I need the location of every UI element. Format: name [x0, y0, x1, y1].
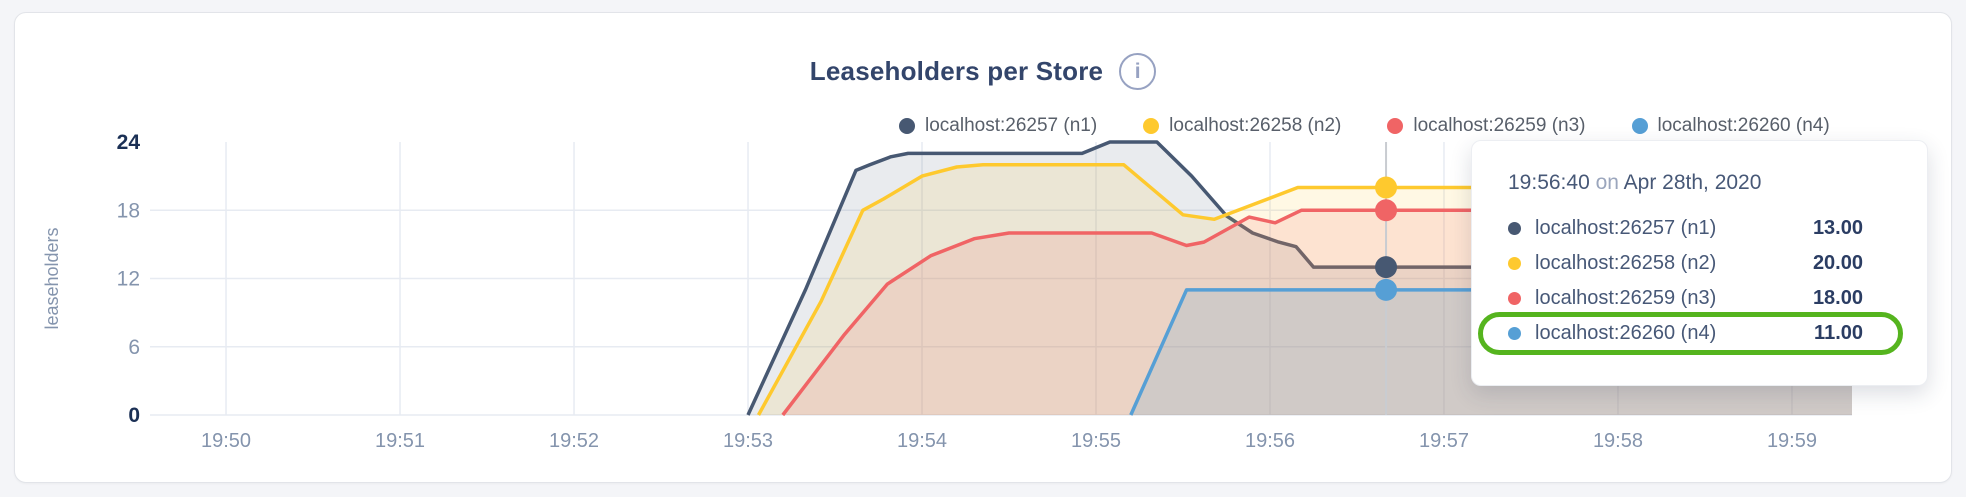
legend-item-n2[interactable]: localhost:26258 (n2)	[1143, 115, 1341, 137]
series-dot-icon	[1508, 257, 1521, 270]
legend-label: localhost:26257 (n1)	[925, 115, 1098, 136]
y-axis-tick-label: 18	[117, 199, 140, 222]
x-axis-tick-label: 19:58	[1593, 430, 1643, 452]
hover-dot	[1375, 256, 1398, 279]
chart-card: Leaseholders per Store i localhost:26257…	[14, 12, 1952, 483]
info-icon[interactable]: i	[1119, 53, 1157, 90]
tooltip-row-n4: localhost:26260 (n4) 11.00	[1478, 312, 1903, 355]
tooltip-series-label: localhost:26260 (n4)	[1535, 322, 1717, 344]
legend-label: localhost:26258 (n2)	[1169, 115, 1342, 136]
y-axis-tick-label: 12	[117, 268, 140, 291]
tooltip-title: 19:56:40 on Apr 28th, 2020	[1508, 171, 1891, 195]
tooltip-conjunction: on	[1595, 171, 1619, 194]
y-axis-title: leaseholders	[42, 227, 62, 329]
legend-dot-icon	[1631, 118, 1648, 134]
x-axis-tick-label: 19:57	[1419, 430, 1469, 452]
legend-dot-icon	[899, 118, 915, 134]
tooltip-row-n2: localhost:26258 (n2) 20.00	[1508, 246, 1891, 281]
legend-label: localhost:26259 (n3)	[1413, 115, 1586, 136]
series-dot-icon	[1508, 222, 1521, 235]
tooltip-series-label: localhost:26257 (n1)	[1535, 217, 1717, 239]
x-axis-tick-label: 19:54	[897, 430, 947, 452]
tooltip-time: 19:56:40	[1508, 171, 1590, 194]
chart-legend: localhost:26257 (n1) localhost:26258 (n2…	[899, 115, 1830, 137]
chart-header: Leaseholders per Store i	[15, 53, 1951, 90]
series-dot-icon	[1508, 292, 1521, 305]
x-axis-tick-label: 19:50	[201, 430, 251, 452]
tooltip-series-value: 18.00	[1812, 287, 1863, 309]
hover-dot	[1375, 199, 1398, 222]
tooltip-series-label: localhost:26259 (n3)	[1535, 287, 1717, 309]
tooltip-row-n1: localhost:26257 (n1) 13.00	[1508, 211, 1891, 246]
page-title: Leaseholders per Store	[809, 56, 1104, 86]
legend-item-n1[interactable]: localhost:26257 (n1)	[899, 115, 1097, 137]
series-dot-icon	[1508, 327, 1521, 340]
legend-dot-icon	[1143, 118, 1160, 134]
tooltip-rows: localhost:26257 (n1) 13.00 localhost:262…	[1478, 211, 1903, 355]
tooltip-series-value: 20.00	[1812, 252, 1863, 274]
y-axis-tick-label: 6	[128, 336, 140, 359]
legend-dot-icon	[1387, 118, 1404, 134]
series-line	[746, 140, 1852, 416]
y-axis-tick-label: 24	[117, 131, 141, 154]
x-axis-tick-label: 19:56	[1245, 430, 1295, 452]
series-line	[781, 208, 1852, 417]
x-axis-tick-label: 19:52	[549, 430, 599, 452]
x-axis-tick-label: 19:53	[723, 430, 773, 452]
legend-label: localhost:26260 (n4)	[1657, 115, 1830, 136]
tooltip-date: Apr 28th, 2020	[1623, 171, 1762, 194]
x-axis-tick-label: 19:59	[1767, 430, 1817, 452]
y-axis-tick-label: 0	[128, 404, 140, 427]
tooltip-series-value: 11.00	[1814, 322, 1863, 344]
tooltip-row-n3: localhost:26259 (n3) 18.00	[1508, 281, 1891, 316]
legend-item-n4[interactable]: localhost:26260 (n4)	[1631, 115, 1830, 137]
tooltip-series-label: localhost:26258 (n2)	[1535, 252, 1717, 274]
tooltip-series-value: 13.00	[1812, 217, 1863, 239]
legend-item-n3[interactable]: localhost:26259 (n3)	[1387, 115, 1586, 137]
x-axis-tick-label: 19:51	[375, 430, 425, 452]
hover-dot	[1375, 278, 1398, 301]
hover-tooltip: 19:56:40 on Apr 28th, 2020 localhost:262…	[1471, 140, 1928, 386]
x-axis-tick-label: 19:55	[1071, 430, 1121, 452]
hover-dot	[1375, 176, 1398, 199]
series-line	[756, 163, 1852, 416]
